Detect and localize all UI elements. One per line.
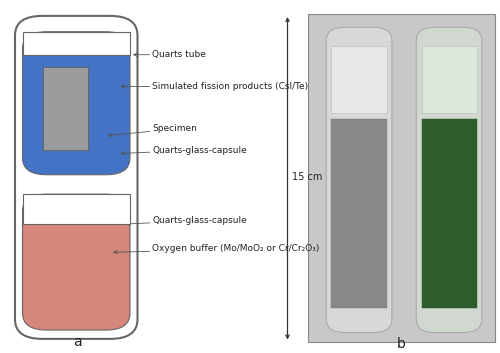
Bar bbox=[22, 194, 130, 224]
Text: Specimen: Specimen bbox=[108, 124, 198, 137]
Text: Oxygen buffer (Mo/MoO₂ or Cr/Cr₂O₃): Oxygen buffer (Mo/MoO₂ or Cr/Cr₂O₃) bbox=[114, 244, 320, 254]
Text: b: b bbox=[397, 337, 406, 351]
Text: Quarts-glass-capsule: Quarts-glass-capsule bbox=[126, 216, 247, 226]
Bar bbox=[308, 14, 495, 342]
Bar bbox=[422, 46, 476, 113]
FancyBboxPatch shape bbox=[416, 27, 482, 333]
Bar bbox=[332, 119, 386, 308]
FancyBboxPatch shape bbox=[22, 32, 130, 175]
Bar bbox=[22, 32, 130, 55]
FancyBboxPatch shape bbox=[15, 16, 138, 339]
FancyBboxPatch shape bbox=[22, 194, 130, 330]
Text: Quarts tube: Quarts tube bbox=[134, 50, 206, 59]
Text: Simulated fission products (CsI/Te): Simulated fission products (CsI/Te) bbox=[121, 82, 308, 91]
FancyBboxPatch shape bbox=[326, 27, 392, 333]
Bar bbox=[332, 46, 386, 113]
Text: a: a bbox=[73, 335, 82, 349]
Text: Quarts-glass-capsule: Quarts-glass-capsule bbox=[121, 145, 247, 155]
Bar bbox=[42, 67, 88, 150]
Bar bbox=[422, 119, 476, 308]
Text: 15 cm: 15 cm bbox=[292, 172, 322, 181]
